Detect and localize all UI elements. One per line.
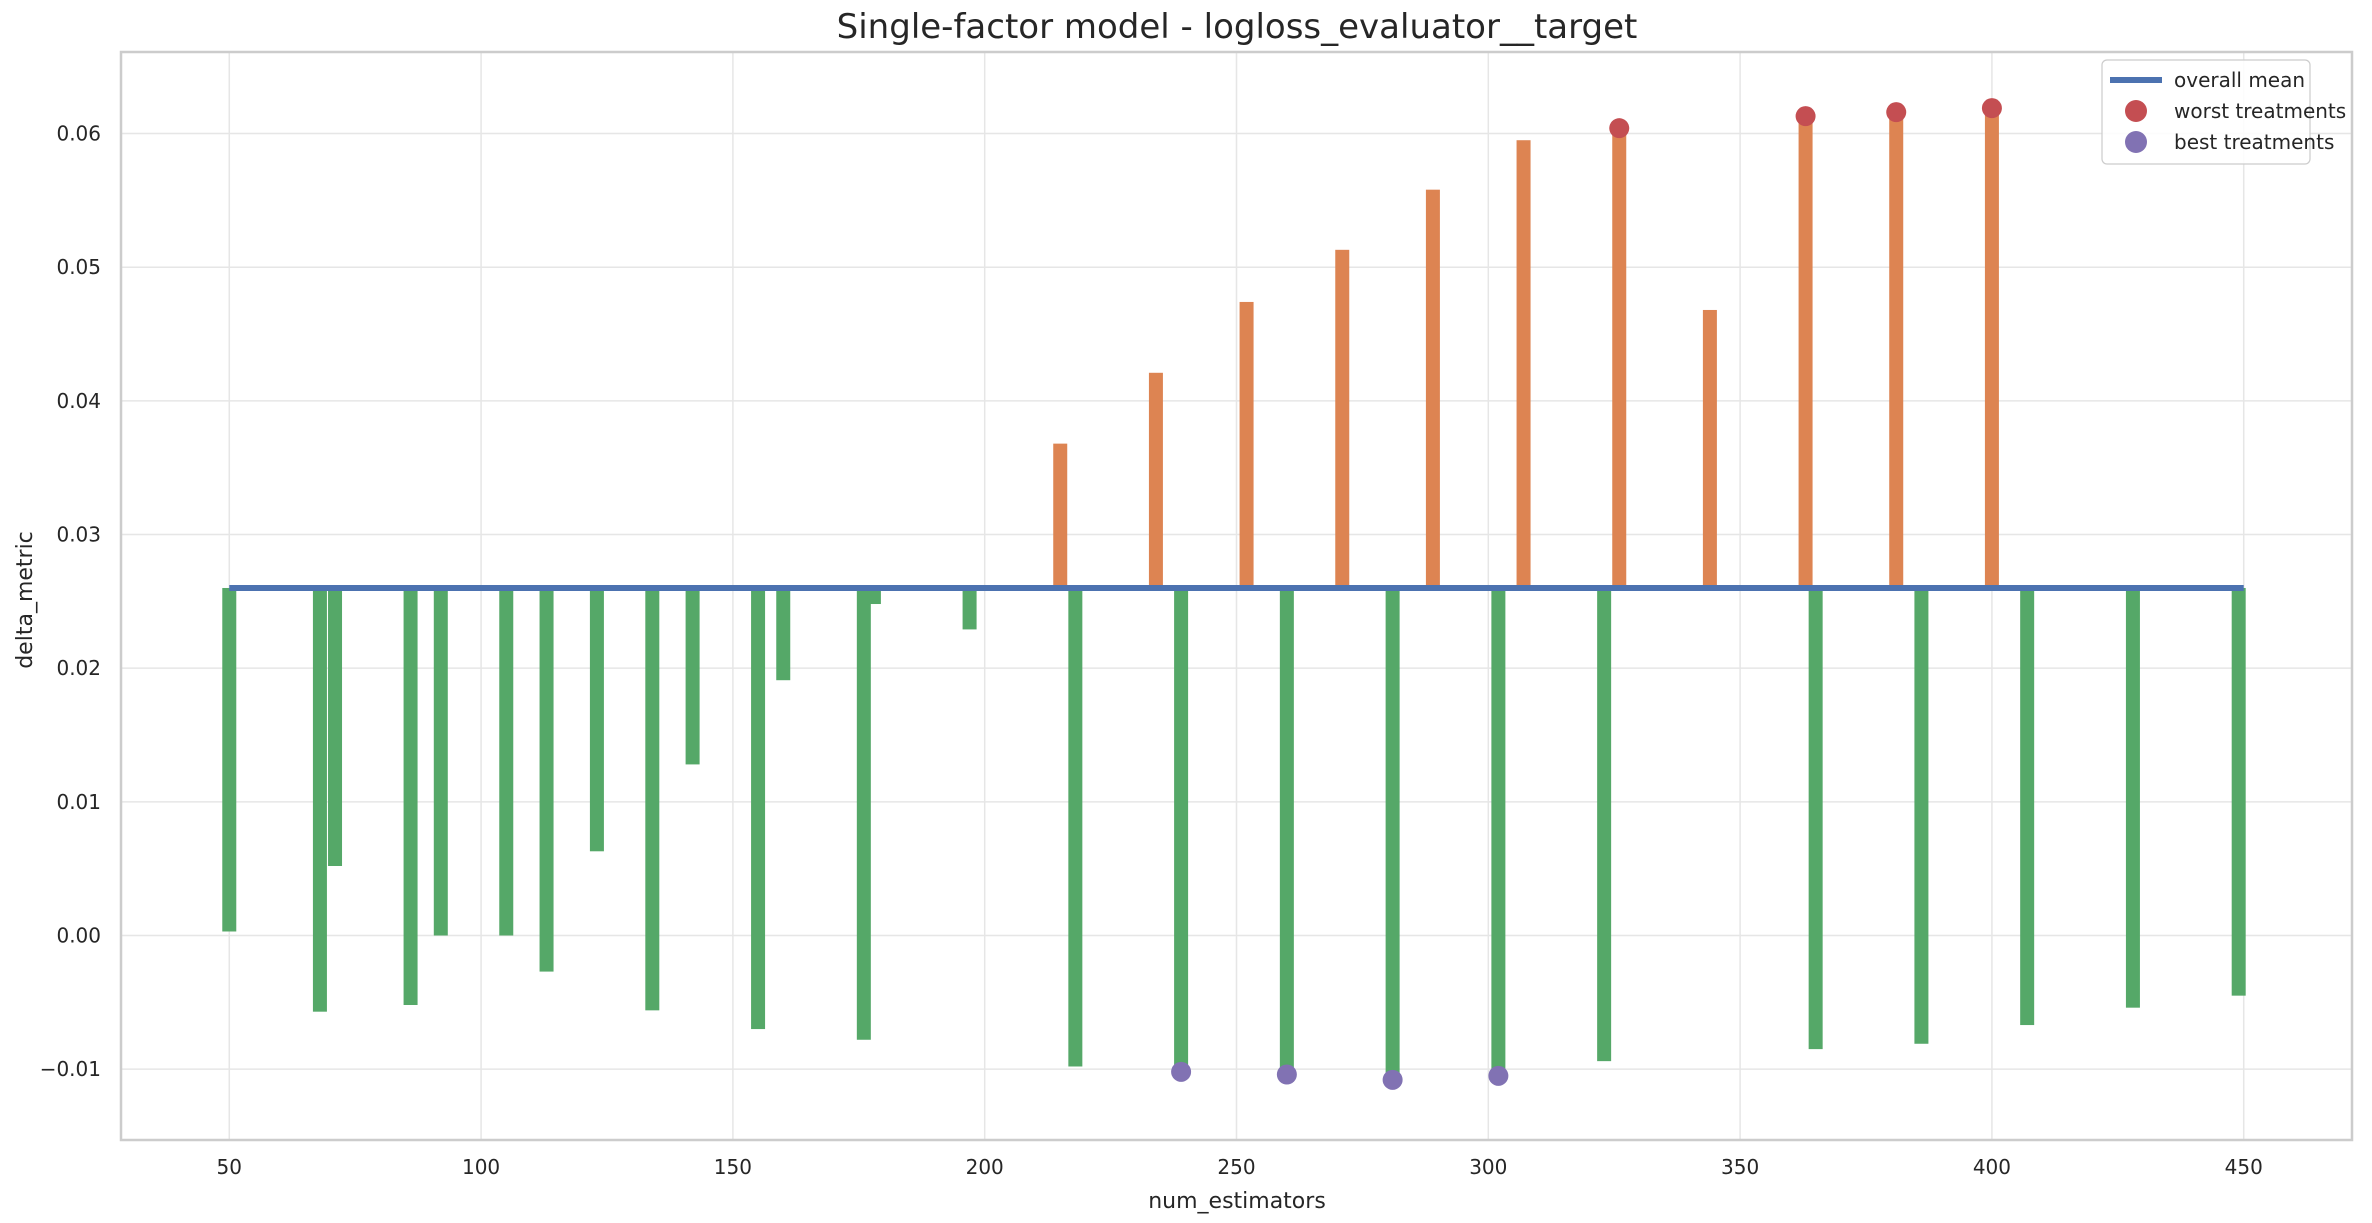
bar-below-mean (403, 587, 418, 1006)
bar-below-mean (1068, 587, 1083, 1067)
legend-label-best-treatments: best treatments (2174, 130, 2334, 154)
bar-below-mean (539, 587, 554, 972)
y-tick-label: 0.04 (56, 389, 101, 413)
best-treatment-point (1488, 1065, 1509, 1086)
worst-treatment-point (1795, 106, 1816, 127)
bar-above-mean (1148, 372, 1163, 588)
bar-below-mean (2020, 587, 2035, 1026)
bar-above-mean (1798, 116, 1813, 588)
worst-treatment-point (1609, 118, 1630, 139)
plot-frame (119, 50, 2354, 1142)
x-tick-label: 400 (1973, 1155, 2011, 1179)
y-tick-label: 0.00 (56, 923, 101, 947)
y-tick-label: 0.03 (56, 523, 101, 547)
bar-below-mean (866, 587, 881, 605)
worst-treatment-point (1981, 98, 2002, 119)
y-tick-label: −0.01 (40, 1057, 101, 1081)
bar-below-mean (856, 587, 871, 1040)
x-tick-label: 50 (217, 1155, 242, 1179)
x-axis-label: num_estimators (1148, 1189, 1326, 1214)
bar-below-mean (751, 587, 766, 1030)
bar-below-mean (1174, 587, 1189, 1072)
x-tick-label: 300 (1469, 1155, 1507, 1179)
bar-below-mean (1914, 587, 1929, 1044)
bar-below-mean (1385, 587, 1400, 1080)
x-tick-label: 100 (462, 1155, 500, 1179)
bar-below-mean (645, 587, 660, 1011)
bar-above-mean (1984, 108, 1999, 588)
legend-worst-swatch (2125, 100, 2147, 122)
bar-above-mean (1516, 140, 1531, 588)
bar-below-mean (2125, 587, 2140, 1008)
legend-label-worst-treatments: worst treatments (2174, 99, 2346, 123)
y-tick-label: 0.02 (56, 656, 101, 680)
x-tick-label: 450 (2225, 1155, 2263, 1179)
bar-above-mean (1702, 309, 1717, 588)
x-tick-label: 350 (1721, 1155, 1759, 1179)
bar-below-mean (328, 587, 343, 866)
legend-best-swatch (2125, 131, 2147, 153)
bar-above-mean (1889, 112, 1904, 588)
best-treatment-point (1382, 1069, 1403, 1090)
bar-above-mean (1612, 128, 1627, 588)
tick-labels: 50 100 150 200 250 300 350 400 450 −0.01 0.00 0.01 0… (40, 122, 2263, 1179)
bar-below-mean (962, 587, 977, 630)
x-tick-label: 250 (1217, 1155, 1255, 1179)
legend: overall mean worst treatments best treat… (2101, 59, 2346, 165)
bar-above-mean (1053, 443, 1068, 588)
bar-above-mean (1425, 189, 1440, 588)
bar-below-mean (2231, 587, 2246, 996)
bar-below-mean (685, 587, 700, 765)
bar-below-mean (776, 587, 791, 681)
bar-below-mean (222, 587, 237, 932)
bar-below-mean (1808, 587, 1823, 1050)
bar-above-mean (1239, 301, 1254, 588)
best-treatment-point (1276, 1064, 1297, 1085)
x-tick-label: 200 (966, 1155, 1004, 1179)
bar-below-mean (312, 587, 327, 1012)
bar-below-mean (1279, 587, 1294, 1075)
best-treatment-point (1171, 1061, 1192, 1082)
bars (222, 108, 2246, 1080)
legend-box (2101, 59, 2311, 165)
bar-below-mean (433, 587, 448, 936)
bar-below-mean (1491, 587, 1506, 1076)
y-axis-label: delta_metric (13, 531, 38, 669)
chart-title: Single-factor model - logloss_evaluator_… (837, 7, 1638, 47)
x-tick-label: 150 (714, 1155, 752, 1179)
points-layer (1171, 98, 2002, 1090)
bar-above-mean (1335, 249, 1350, 588)
y-tick-label: 0.06 (56, 122, 101, 146)
bar-below-mean (589, 587, 604, 852)
worst-treatment-point (1886, 102, 1907, 123)
bar-below-mean (499, 587, 514, 936)
y-tick-label: 0.05 (56, 255, 101, 279)
bar-below-mean (1597, 587, 1612, 1062)
legend-label-overall-mean: overall mean (2174, 68, 2305, 92)
y-tick-label: 0.01 (56, 790, 101, 814)
